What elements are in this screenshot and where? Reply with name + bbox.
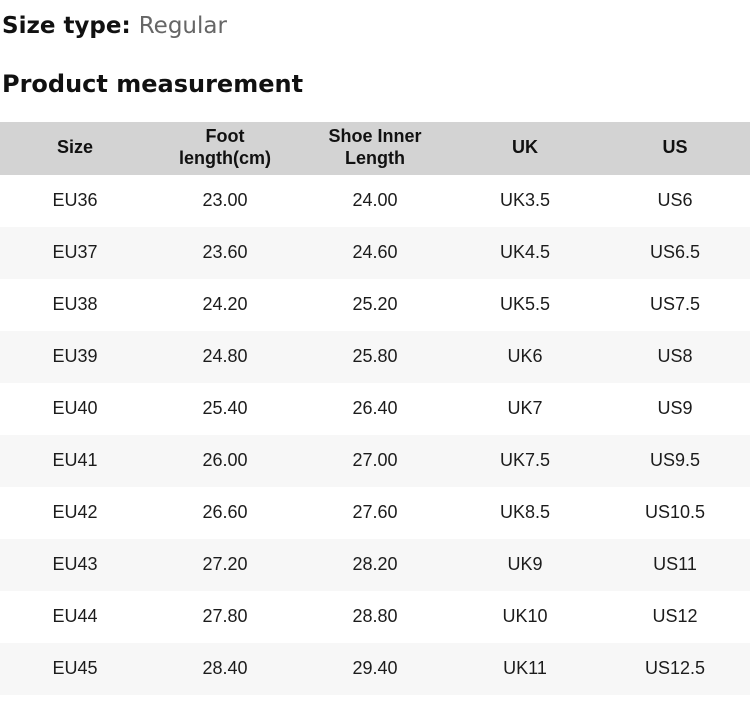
table-cell: EU40 — [52, 398, 98, 419]
table-cell: EU42 — [52, 502, 98, 523]
table-cell: EU43 — [52, 554, 98, 575]
table-cell: EU37 — [52, 242, 98, 263]
table-cell: EU36 — [52, 190, 98, 211]
table-cell: 24.60 — [352, 242, 398, 263]
table-row: EU43 27.20 28.20 UK9 US11 — [0, 538, 750, 591]
table-row: EU41 26.00 27.00 UK7.5 US9.5 — [0, 434, 750, 487]
table-cell: 29.40 — [352, 658, 398, 679]
table-cell: US9 — [657, 398, 693, 419]
table-cell: 27.00 — [352, 450, 398, 471]
table-cell: 28.40 — [202, 658, 248, 679]
section-title: Product measurement — [2, 69, 304, 98]
table-cell: EU45 — [52, 658, 98, 679]
table-cell: US10.5 — [644, 502, 706, 523]
table-cell: UK5.5 — [499, 294, 551, 315]
table-row: EU36 23.00 24.00 UK3.5 US6 — [0, 175, 750, 227]
table-cell: UK11 — [503, 658, 547, 679]
table-row: EU38 24.20 25.20 UK5.5 US7.5 — [0, 279, 750, 331]
table-cell: 27.80 — [202, 606, 248, 627]
table-cell: 26.40 — [352, 398, 398, 419]
table-cell: 23.60 — [202, 242, 248, 263]
table-cell: UK7 — [507, 398, 543, 419]
table-cell: US6.5 — [649, 242, 701, 263]
table-cell: US8 — [657, 346, 693, 367]
table-cell: UK7.5 — [499, 450, 551, 471]
table-cell: UK8.5 — [499, 502, 551, 523]
size-table: Size Foot length(cm) Shoe Inner Length U… — [0, 121, 750, 695]
size-type-label: Size type: — [2, 13, 131, 39]
table-cell: 25.80 — [352, 346, 398, 367]
table-cell: US6 — [657, 190, 693, 211]
table-row: EU45 28.40 29.40 UK11 US12.5 — [0, 642, 750, 695]
table-cell: EU38 — [52, 294, 98, 315]
table-cell: EU39 — [52, 346, 98, 367]
table-cell: EU41 — [52, 450, 98, 471]
table-cell: 24.00 — [352, 190, 398, 211]
table-cell: 24.80 — [202, 346, 248, 367]
table-cell: US7.5 — [649, 294, 701, 315]
size-type-value: Regular — [138, 13, 227, 39]
table-cell: US12.5 — [644, 658, 706, 679]
column-header-us: US — [600, 121, 750, 175]
table-cell: US12 — [652, 606, 698, 627]
table-cell: UK3.5 — [499, 190, 551, 211]
table-cell: 25.40 — [202, 398, 248, 419]
column-header-foot-length: Foot length(cm) — [150, 121, 300, 175]
table-cell: US9.5 — [649, 450, 701, 471]
table-cell: 23.00 — [202, 190, 248, 211]
table-row: EU42 26.60 27.60 UK8.5 US10.5 — [0, 487, 750, 539]
table-cell: 25.20 — [352, 294, 398, 315]
table-row: EU39 24.80 25.80 UK6 US8 — [0, 330, 750, 383]
table-cell: 24.20 — [202, 294, 248, 315]
size-type-row: Size type: Regular — [2, 12, 750, 42]
column-header-uk: UK — [450, 121, 600, 175]
table-cell: 26.60 — [202, 502, 248, 523]
table-header-row: Size Foot length(cm) Shoe Inner Length U… — [0, 121, 750, 175]
table-cell: 28.20 — [352, 554, 398, 575]
table-row: EU37 23.60 24.60 UK4.5 US6.5 — [0, 226, 750, 279]
table-cell: UK10 — [502, 606, 548, 627]
table-cell: 28.80 — [352, 606, 398, 627]
table-cell: 27.60 — [352, 502, 398, 523]
column-header-size: Size — [0, 121, 150, 175]
table-cell: 27.20 — [202, 554, 248, 575]
table-cell: UK9 — [507, 554, 543, 575]
table-row: EU40 25.40 26.40 UK7 US9 — [0, 383, 750, 435]
table-cell: EU44 — [52, 606, 98, 627]
table-cell: UK6 — [507, 346, 543, 367]
size-table-body: EU36 23.00 24.00 UK3.5 US6 EU37 23.60 24.60 UK4.… — [0, 175, 750, 695]
column-header-shoe-inner-length: Shoe Inner Length — [300, 121, 450, 175]
table-cell: 26.00 — [202, 450, 248, 471]
table-cell: UK4.5 — [499, 242, 551, 263]
table-cell: US11 — [653, 554, 697, 575]
table-row: EU44 27.80 28.80 UK10 US12 — [0, 591, 750, 643]
